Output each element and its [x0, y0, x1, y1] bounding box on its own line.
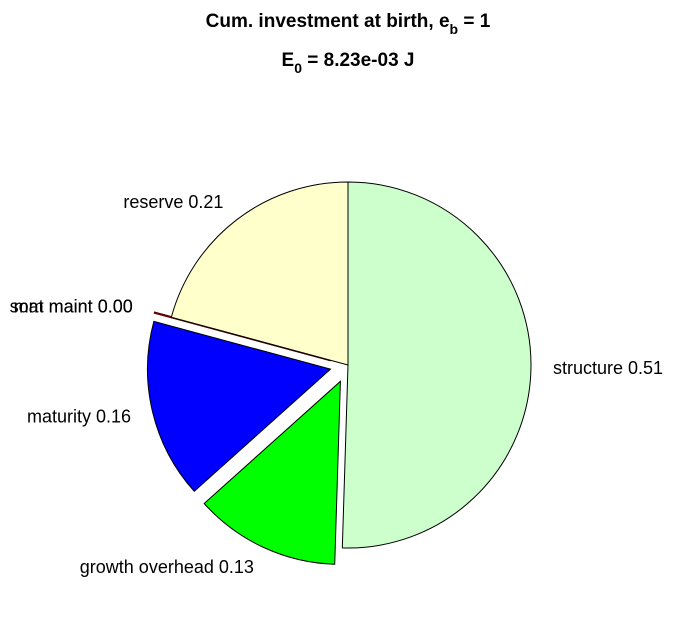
pie-slice: [341, 181, 532, 549]
slice-value: 0.51: [628, 358, 663, 378]
subtitle-part: E: [282, 50, 295, 71]
slice-label: reserve 0.21: [123, 192, 223, 212]
slice-value: 0.16: [96, 407, 131, 427]
title-part: Cum. investment at birth, e: [206, 11, 450, 32]
slice-label: mat maint 0.00: [14, 297, 133, 317]
slice-value: 0.00: [98, 297, 133, 317]
subtitle-sub: 0: [294, 60, 302, 76]
slice-category: mat maint: [14, 297, 93, 317]
slice-label: growth overhead 0.13: [80, 557, 254, 577]
chart-title: Cum. investment at birth, eb = 1: [206, 11, 491, 37]
chart-subtitle: E0 = 8.23e-03 J: [282, 50, 415, 76]
pie-slice: [203, 380, 341, 565]
pie-slice: [170, 181, 349, 366]
slice-category: som maint: [10, 297, 93, 317]
slice-category: structure: [553, 358, 623, 378]
title-sub: b: [450, 21, 459, 37]
slice-label: maturity 0.16: [27, 407, 131, 427]
subtitle-part: = 8.23e-03 J: [302, 50, 415, 71]
slice-category: maturity: [27, 407, 91, 427]
slice-category: growth overhead: [80, 557, 214, 577]
slice-category: reserve: [123, 192, 183, 212]
title-part: = 1: [458, 11, 491, 32]
slice-value: 0.00: [98, 297, 133, 317]
slice-value: 0.13: [219, 557, 254, 577]
slice-value: 0.21: [188, 192, 223, 212]
slice-label: som maint 0.00: [10, 297, 133, 317]
pie-slice: [147, 320, 332, 493]
slice-label: structure 0.51: [553, 358, 663, 378]
